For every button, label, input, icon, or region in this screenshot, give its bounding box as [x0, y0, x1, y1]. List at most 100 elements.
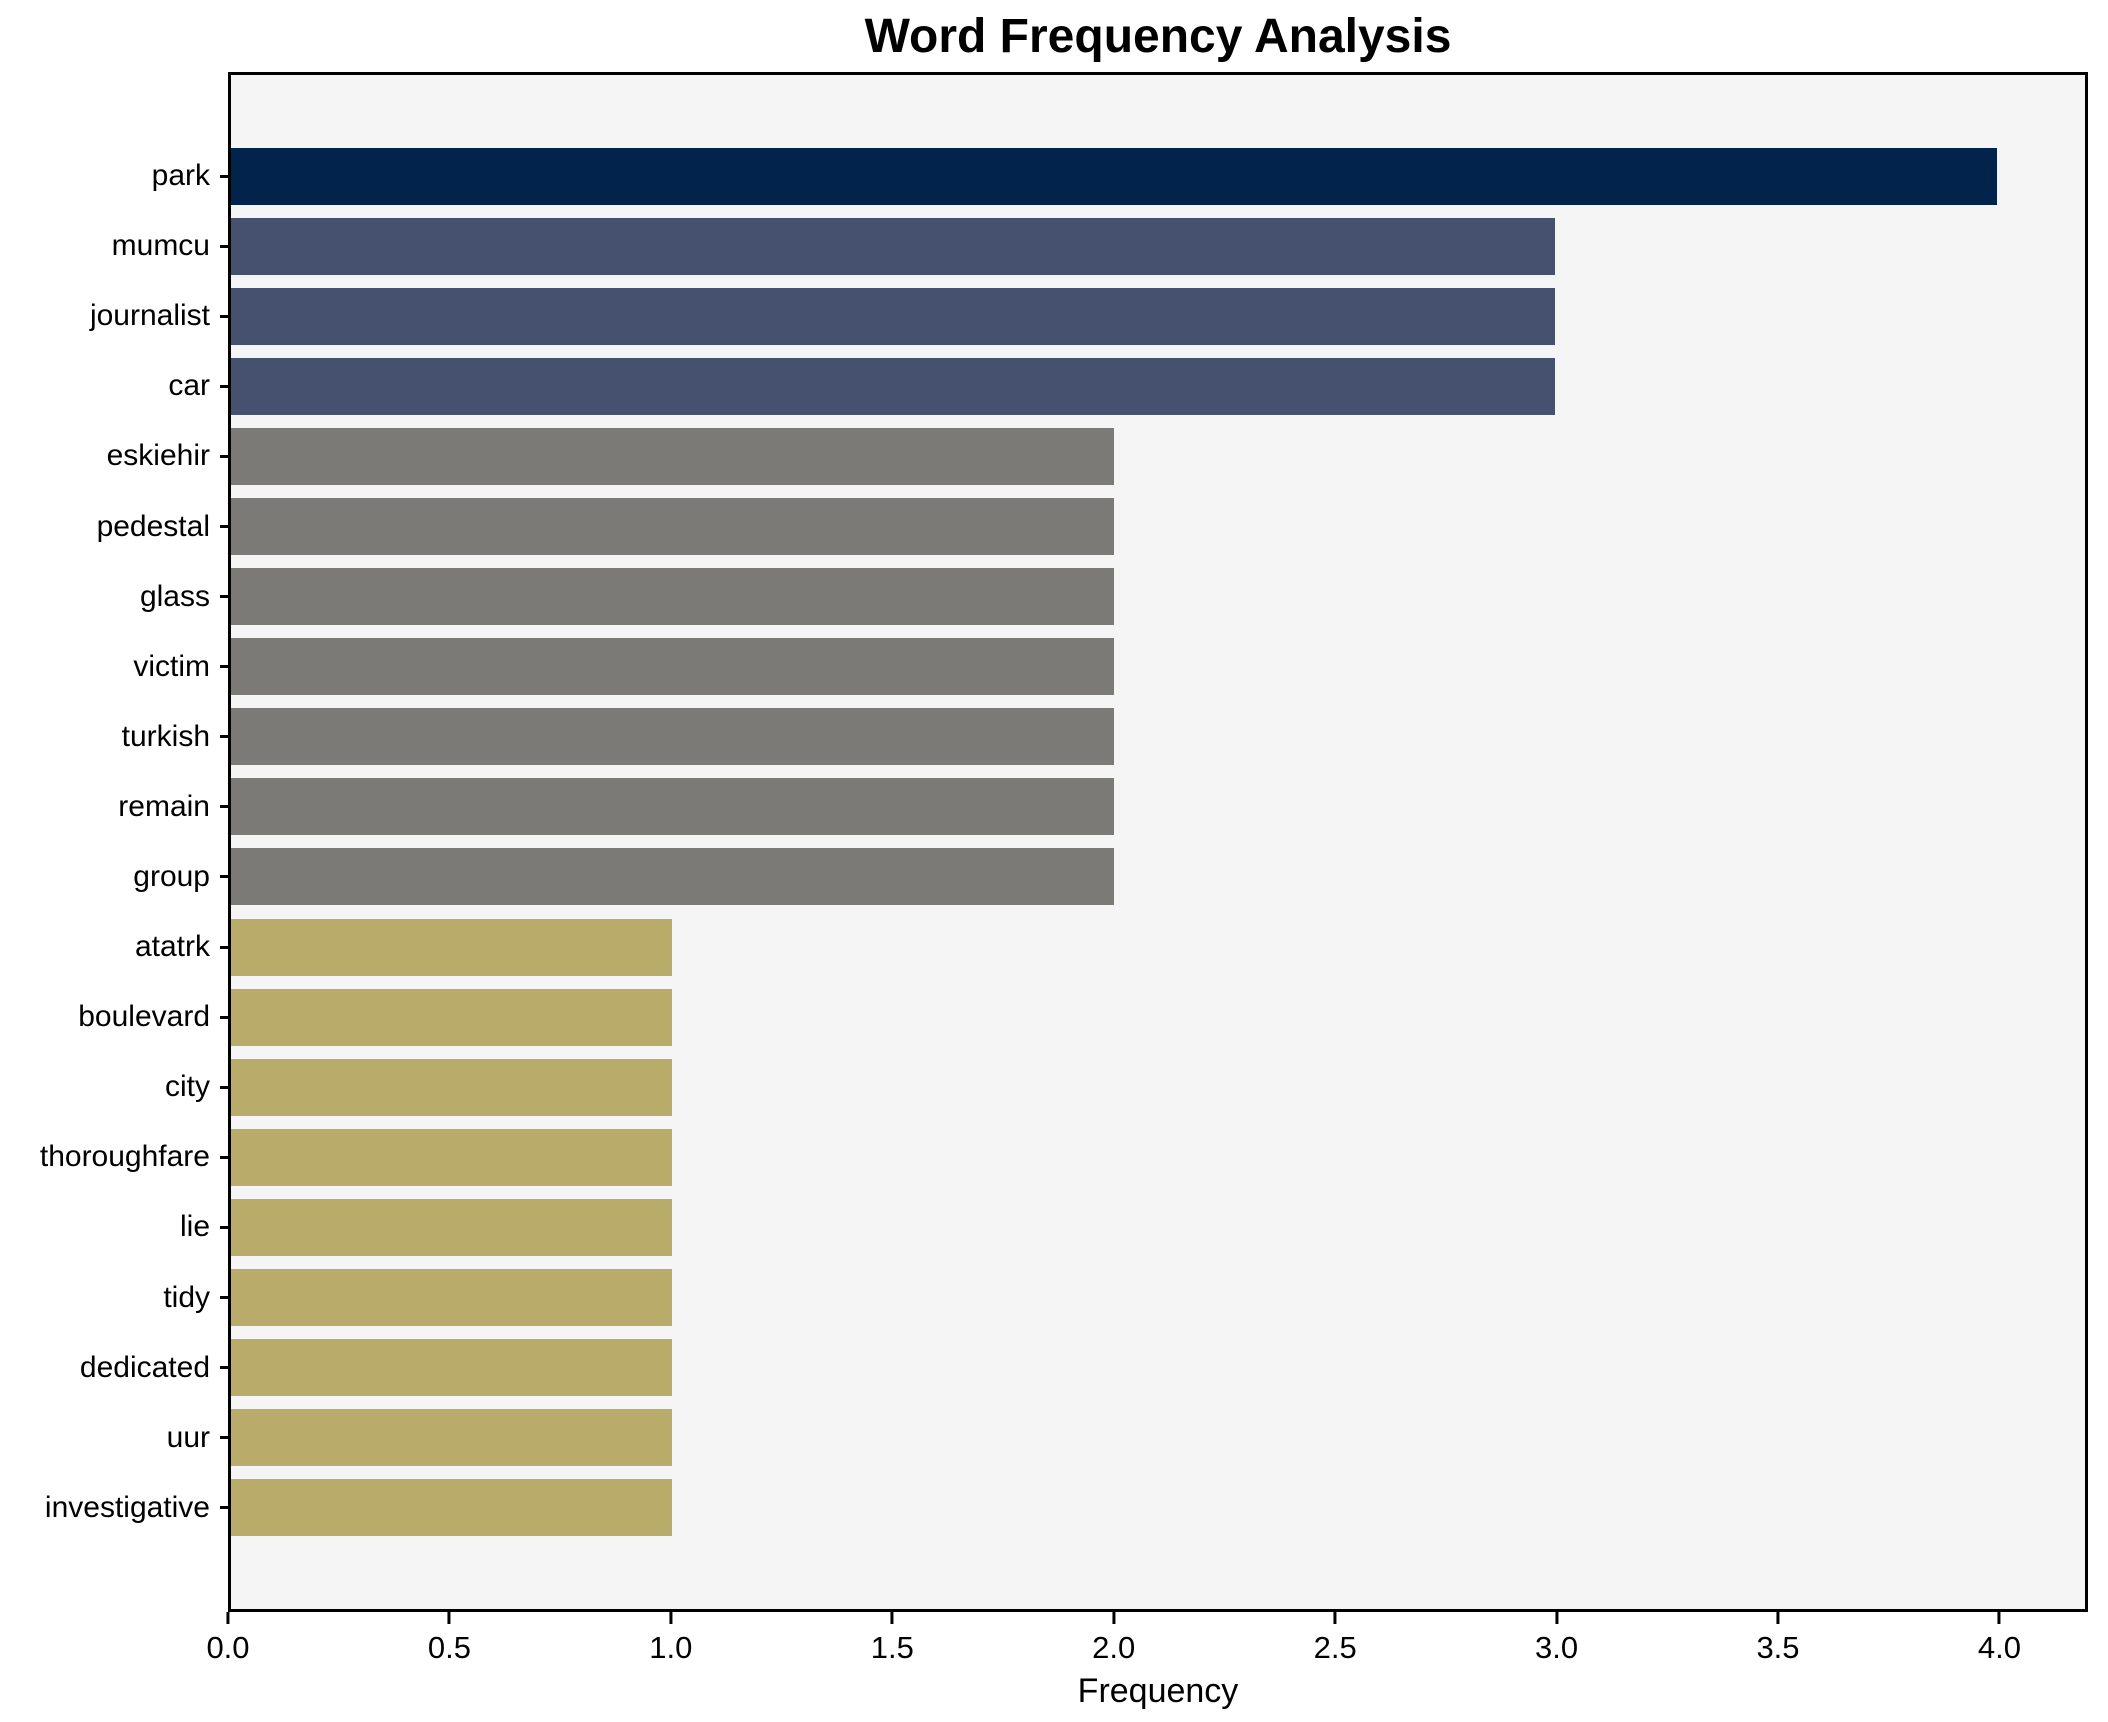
y-tick-label: uur: [166, 1420, 210, 1454]
y-tick: turkish: [122, 720, 231, 754]
y-tick: victim: [133, 650, 231, 684]
y-tick-label: dedicated: [79, 1350, 210, 1384]
y-tick: city: [165, 1070, 231, 1104]
y-tick: car: [168, 369, 231, 403]
x-tick-mark: [226, 1612, 230, 1624]
x-tick-mark: [1776, 1612, 1780, 1624]
x-tick-label: 4.0: [1977, 1630, 2021, 1665]
x-tick-mark: [1997, 1612, 2001, 1624]
y-tick: boulevard: [78, 1000, 231, 1034]
x-tick: 1.0: [649, 1612, 692, 1666]
y-tick: mumcu: [112, 229, 231, 263]
bar-row: glass: [140, 562, 2085, 632]
x-tick: 3.0: [1535, 1612, 1578, 1666]
y-tick-mark: [220, 1225, 231, 1229]
y-tick-label: atatrk: [134, 930, 210, 964]
y-tick-label: car: [168, 369, 210, 403]
plot-area: park mumcu journalist car eskiehir pedestal gl…: [40, 72, 2088, 1612]
y-tick-label: victim: [133, 649, 210, 683]
y-tick-mark: [220, 875, 231, 879]
y-tick-mark: [220, 735, 231, 739]
y-tick-label: mumcu: [111, 229, 210, 263]
y-tick: glass: [140, 580, 231, 614]
y-tick-mark: [220, 1506, 231, 1510]
y-tick-mark: [220, 244, 231, 248]
x-tick: 0.0: [206, 1612, 250, 1666]
y-tick-label: investigative: [44, 1490, 210, 1524]
bar-park: [231, 147, 1997, 205]
bar-row: lie: [180, 1192, 2085, 1262]
bar-glass: [231, 568, 1114, 626]
x-tick-label: 1.0: [649, 1630, 693, 1665]
y-tick-mark: [220, 1436, 231, 1440]
x-tick: 3.5: [1756, 1612, 1800, 1666]
bar-row: tidy: [163, 1263, 2085, 1333]
y-tick: journalist: [90, 299, 231, 333]
y-tick-mark: [220, 1085, 231, 1089]
bar-row: remain: [118, 772, 2085, 842]
x-tick-mark: [890, 1612, 894, 1624]
y-tick-mark: [220, 454, 231, 458]
y-tick-mark: [220, 1155, 231, 1159]
x-tick-label: 3.0: [1535, 1630, 1579, 1665]
x-tick-mark: [1555, 1612, 1559, 1624]
bar-row: group: [133, 842, 2085, 912]
y-tick-mark: [220, 1366, 231, 1370]
y-tick: tidy: [163, 1281, 231, 1315]
x-tick-mark: [1333, 1612, 1337, 1624]
bar-row: victim: [133, 632, 2085, 702]
bar-row: boulevard: [78, 982, 2085, 1052]
x-tick-label: 0.5: [427, 1630, 471, 1665]
y-tick: dedicated: [80, 1351, 231, 1385]
x-tick-label: 2.0: [1092, 1630, 1136, 1665]
y-tick-mark: [220, 595, 231, 599]
y-tick: eskiehir: [107, 439, 231, 473]
x-tick-label: 2.5: [1313, 1630, 1357, 1665]
x-axis-label: Frequency: [1077, 1672, 1239, 1710]
bar-victim: [231, 638, 1114, 696]
y-tick-mark: [220, 314, 231, 318]
bar-row: atatrk: [135, 912, 2085, 982]
bar-row: park: [152, 141, 2085, 211]
bar-remain: [231, 778, 1114, 836]
bar-row: city: [165, 1052, 2085, 1122]
bar-group: [231, 848, 1114, 906]
y-tick: uur: [167, 1421, 231, 1455]
bar-car: [231, 357, 1556, 415]
bar-rows: park mumcu journalist car eskiehir pedestal gl…: [40, 141, 2085, 1543]
x-tick: 2.0: [1092, 1612, 1135, 1666]
bar-row: car: [168, 351, 2085, 421]
bar-thoroughfare: [231, 1128, 673, 1186]
y-tick: atatrk: [135, 930, 231, 964]
y-tick: pedestal: [97, 510, 231, 544]
x-tick-mark: [1112, 1612, 1116, 1624]
bar-atatrk: [231, 918, 673, 976]
bar-tidy: [231, 1269, 673, 1327]
y-tick: investigative: [45, 1491, 231, 1525]
bar-city: [231, 1058, 673, 1116]
y-tick-mark: [220, 805, 231, 809]
y-tick-label: park: [151, 159, 210, 193]
y-tick-label: thoroughfare: [39, 1140, 210, 1174]
y-tick-label: tidy: [163, 1280, 210, 1314]
x-tick-mark: [669, 1612, 673, 1624]
y-tick-mark: [220, 525, 231, 529]
bar-row: mumcu: [112, 211, 2085, 281]
bar-row: thoroughfare: [40, 1122, 2085, 1192]
x-tick: 4.0: [1978, 1612, 2021, 1666]
bar-boulevard: [231, 988, 673, 1046]
y-tick-label: boulevard: [78, 1000, 210, 1034]
bar-dedicated: [231, 1339, 673, 1397]
y-tick-label: glass: [139, 579, 210, 613]
y-tick-mark: [220, 665, 231, 669]
bar-investigative: [231, 1479, 673, 1537]
y-tick: thoroughfare: [40, 1140, 231, 1174]
y-tick-mark: [220, 1296, 231, 1300]
x-tick-label: 3.5: [1756, 1630, 1800, 1665]
x-tick-mark: [447, 1612, 451, 1624]
y-tick-label: lie: [179, 1210, 210, 1244]
x-tick: 1.5: [871, 1612, 914, 1666]
bar-row: eskiehir: [107, 421, 2085, 491]
y-tick: park: [152, 159, 231, 193]
